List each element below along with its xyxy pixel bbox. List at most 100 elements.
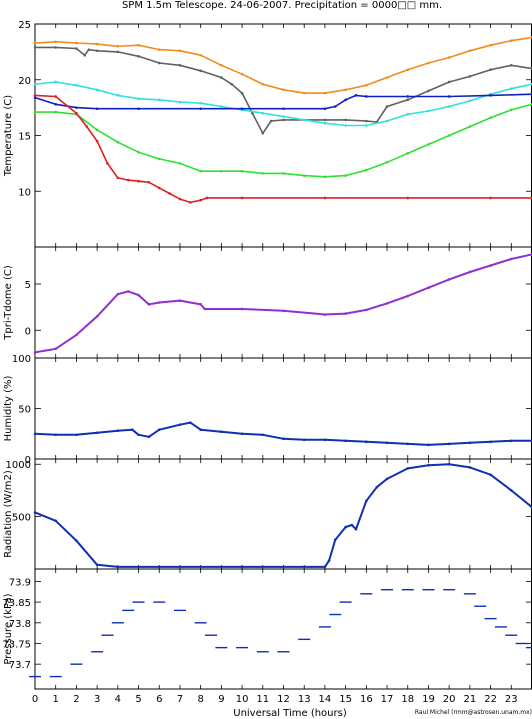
data-point bbox=[327, 559, 331, 562]
data-point bbox=[489, 440, 492, 444]
data-point bbox=[323, 438, 327, 442]
x-tick-label: 4 bbox=[115, 694, 121, 705]
data-point bbox=[116, 140, 120, 144]
data-point bbox=[178, 63, 182, 67]
data-point bbox=[344, 312, 347, 315]
x-tick-label: 10 bbox=[236, 694, 249, 705]
data-point bbox=[70, 663, 83, 665]
data-point bbox=[385, 441, 389, 445]
data-point bbox=[323, 313, 327, 316]
data-point bbox=[95, 563, 99, 567]
data-point bbox=[220, 430, 223, 434]
data-point bbox=[137, 179, 140, 183]
data-point bbox=[199, 101, 202, 105]
data-point bbox=[489, 43, 492, 47]
data-point bbox=[323, 196, 327, 200]
panel-frame bbox=[34, 458, 532, 570]
data-point bbox=[406, 152, 410, 155]
y-axis-label: Humidity (%) bbox=[3, 375, 14, 441]
x-tick-label: 21 bbox=[464, 694, 477, 705]
data-point bbox=[261, 433, 265, 437]
data-point bbox=[422, 588, 435, 591]
y-tick-label: 0 bbox=[25, 455, 31, 466]
data-point bbox=[509, 489, 513, 492]
data-point bbox=[282, 115, 285, 118]
data-point bbox=[106, 162, 109, 165]
data-point bbox=[49, 675, 62, 678]
data-point bbox=[189, 201, 192, 204]
data-point bbox=[126, 290, 130, 293]
data-point bbox=[205, 634, 218, 636]
data-point bbox=[178, 100, 182, 104]
data-point bbox=[282, 437, 285, 441]
data-point bbox=[509, 39, 513, 43]
data-point bbox=[75, 539, 78, 543]
x-tick-label: 3 bbox=[94, 694, 100, 705]
data-point bbox=[344, 439, 347, 443]
data-point bbox=[33, 82, 37, 86]
data-point bbox=[101, 634, 114, 636]
data-point bbox=[474, 605, 487, 607]
data-point bbox=[189, 421, 192, 424]
x-tick-label: 14 bbox=[319, 694, 332, 705]
y-tick-label: 5 bbox=[25, 280, 31, 291]
panel-frame bbox=[34, 23, 532, 248]
data-point bbox=[137, 97, 140, 101]
y-tick-label: 20 bbox=[18, 76, 31, 87]
data-point bbox=[365, 168, 368, 172]
data-point bbox=[365, 308, 368, 312]
x-tick-label: 15 bbox=[339, 694, 352, 705]
y-tick-label: 100 bbox=[12, 354, 31, 365]
data-point bbox=[220, 169, 223, 173]
data-point bbox=[178, 299, 182, 302]
data-point bbox=[33, 46, 37, 49]
data-point bbox=[489, 68, 492, 72]
data-point bbox=[365, 95, 368, 98]
y-tick-label: 73.75 bbox=[2, 639, 31, 650]
data-point bbox=[323, 175, 327, 179]
data-point bbox=[406, 98, 410, 102]
data-point bbox=[147, 303, 151, 306]
x-tick-label: 0 bbox=[32, 694, 38, 705]
data-point bbox=[277, 651, 290, 653]
data-point bbox=[323, 107, 327, 111]
data-point bbox=[447, 95, 451, 98]
data-point bbox=[365, 440, 368, 444]
data-point bbox=[137, 293, 140, 297]
data-point bbox=[240, 91, 244, 95]
data-point bbox=[381, 588, 394, 591]
data-point bbox=[29, 675, 41, 678]
data-point bbox=[199, 169, 202, 173]
data-point bbox=[178, 162, 182, 165]
data-point bbox=[33, 94, 37, 97]
data-point bbox=[489, 196, 492, 200]
data-point bbox=[199, 198, 202, 202]
y-axis-label: Temperature (C) bbox=[3, 95, 14, 177]
data-point bbox=[157, 61, 161, 65]
series-navy-line bbox=[34, 421, 532, 446]
panel-frame bbox=[34, 568, 532, 690]
data-point bbox=[203, 307, 207, 311]
data-point bbox=[406, 113, 410, 116]
x-tick-label: 20 bbox=[443, 694, 456, 705]
data-point bbox=[116, 565, 120, 569]
y-tick-label: 73.7 bbox=[9, 660, 31, 671]
data-point bbox=[137, 107, 140, 111]
data-point bbox=[427, 286, 430, 290]
data-point bbox=[515, 642, 528, 645]
data-point bbox=[261, 111, 265, 115]
data-point bbox=[329, 613, 342, 616]
data-point bbox=[251, 111, 254, 115]
data-point bbox=[468, 125, 472, 128]
data-point bbox=[375, 485, 378, 489]
data-point bbox=[385, 105, 389, 108]
data-point bbox=[406, 294, 410, 298]
data-point bbox=[509, 63, 513, 67]
data-point bbox=[95, 128, 99, 132]
data-point bbox=[427, 443, 430, 447]
data-point bbox=[111, 622, 124, 624]
y-tick-label: 50 bbox=[18, 405, 31, 416]
data-point bbox=[199, 69, 202, 73]
data-point bbox=[484, 617, 497, 620]
series-red-line bbox=[34, 94, 532, 204]
